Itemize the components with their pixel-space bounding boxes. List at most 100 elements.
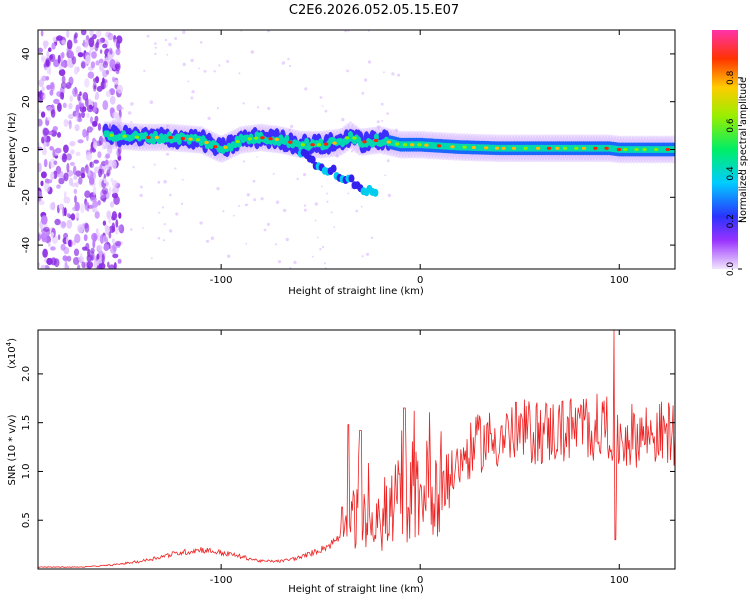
spectrogram-noise-blob <box>42 248 48 258</box>
spectrogram-noise-blob <box>109 58 116 69</box>
spectrogram-noise-blob <box>56 184 61 189</box>
spectrogram-faint-dot <box>335 154 339 158</box>
spectrogram-faint-dot <box>391 72 395 76</box>
ridge-hotspot <box>450 145 455 149</box>
spectrogram-noise-blob <box>69 141 76 147</box>
spectrogram-noise-blob <box>103 177 107 184</box>
spectrogram-noise-blob <box>116 39 120 50</box>
colorbar: 0.0 0.2 0.4 0.6 0.8 Normalized spectral ampl… <box>712 30 749 276</box>
spectrogram-noise-blob <box>38 118 43 127</box>
spectrogram-noise-blob <box>99 58 104 64</box>
spectrogram-faint-dot <box>275 200 280 204</box>
spectrogram-noise-blob <box>92 82 97 92</box>
spectrogram-faint-dot <box>326 192 329 195</box>
spectrogram-faint-dot <box>130 120 133 124</box>
ridge-hotspot <box>574 146 579 150</box>
spectrogram-noise-blob <box>92 120 98 127</box>
spectrogram-faint-dot <box>157 236 161 240</box>
spectrogram-noise-blob <box>53 98 60 104</box>
spectrogram-noise-blob <box>102 43 108 49</box>
spectrogram-noise-blob <box>46 84 51 90</box>
spectrogram-noise-blob <box>114 240 122 247</box>
spectrogram-faint-dot <box>347 192 350 195</box>
spectrogram-faint-dot <box>238 204 240 207</box>
ridge-hotspot <box>260 136 265 140</box>
spectrogram-noise-blob <box>87 265 91 269</box>
spectrogram-noise-blob <box>113 79 120 85</box>
spectrogram-noise-blob <box>61 75 66 84</box>
spectrogram-noise-blob <box>41 147 47 156</box>
ridge-hotspot <box>352 136 357 140</box>
spectrogram-faint-dot <box>162 239 165 242</box>
ridge-hotspot <box>546 146 552 150</box>
spectrogram-faint-dot <box>120 106 124 110</box>
snr-multiplier: (x104) <box>5 338 18 369</box>
spectrogram-noise-blob <box>110 177 114 183</box>
spectrogram-noise-blob <box>108 264 116 269</box>
spectrogram-noise-blob <box>40 111 46 118</box>
ridge-hotspot <box>180 136 186 141</box>
spectrogram-noise-blob <box>95 91 100 100</box>
spectrogram-xlabel: Height of straight line (km) <box>288 286 424 297</box>
spectrogram-noise-blob <box>77 52 84 58</box>
spectrogram-noise-blob <box>101 253 105 264</box>
spectrogram-noise-blob <box>61 154 67 163</box>
spectrogram-faint-dot <box>190 96 194 100</box>
spectrogram-noise-blob <box>77 139 84 144</box>
spectrogram-noise-blob <box>111 187 117 194</box>
spectrogram-noise-blob <box>92 185 97 196</box>
spectrogram-noise-blob <box>38 233 41 242</box>
spectrogram-noise-blob <box>46 116 52 122</box>
spectrogram-noise-blob <box>102 61 108 68</box>
spectrogram-noise-blob <box>108 186 112 195</box>
snr-ytick-label: 1.0 <box>21 463 32 479</box>
spectrogram-faint-dot <box>303 173 307 177</box>
spectrogram-faint-dot <box>376 120 380 124</box>
spectrogram-noise-blob <box>117 145 122 155</box>
spectrogram-faint-dot <box>266 222 271 226</box>
spectrogram-faint-dot <box>314 219 317 222</box>
spectrogram-noise-blob <box>96 30 102 38</box>
spectrogram-noise-blob <box>82 106 87 112</box>
spectrogram-noise-blob <box>38 146 43 151</box>
spectrogram-noise-blob <box>108 166 112 171</box>
spectrogram-faint-dot <box>289 266 292 269</box>
spectrogram-noise-blob <box>78 102 85 108</box>
spectrogram-noise-blob <box>80 203 85 214</box>
ridge-hotspot <box>134 135 140 139</box>
spectrogram-noise-blob <box>89 104 93 110</box>
spectrogram-faint-dot <box>344 30 347 33</box>
spectrogram-noise-blob <box>63 144 69 154</box>
spectrogram-faint-dot <box>314 202 318 206</box>
spectrogram-noise-blob <box>66 30 70 38</box>
spectrogram-faint-dot <box>333 226 336 229</box>
spectrogram-faint-dot <box>226 60 230 63</box>
ridge-hotspot <box>213 145 218 149</box>
spectrogram-faint-dot <box>190 58 194 63</box>
spectrogram-faint-dot <box>140 185 143 189</box>
spectrogram-noise-blob <box>38 162 42 173</box>
snr-ytick-label: 0.5 <box>21 512 32 528</box>
spectrogram-noise-blob <box>97 123 102 131</box>
spectrogram-faint-dot <box>182 62 186 67</box>
spectrogram-faint-dot <box>330 211 333 214</box>
spectrogram-noise-blob <box>68 177 74 186</box>
spectrogram-faint-dot <box>316 236 319 239</box>
spectrogram-faint-dot <box>206 239 210 243</box>
ridge-hotspot <box>288 140 293 144</box>
spectrogram-faint-dot <box>290 124 294 128</box>
spectrogram-noise-blob <box>115 48 121 56</box>
ridge-hotspot <box>555 146 560 150</box>
spectrogram-noise-blob <box>96 253 100 260</box>
spectrogram-noise-blob <box>54 147 62 154</box>
spectrogram-noise-blob <box>89 161 95 169</box>
spectrogram-noise-blob <box>50 246 56 251</box>
ridge-hotspot <box>188 137 193 141</box>
spectrogram-noise-blob <box>105 153 111 159</box>
spectrogram-noise-blob <box>40 30 44 37</box>
spectrogram-noise-blob <box>75 170 82 177</box>
spectrogram-noise-blob <box>41 86 45 92</box>
spectrogram-noise-blob <box>66 255 72 262</box>
ridge-hotspot <box>436 144 442 148</box>
spectrogram-faint-dot <box>161 206 164 209</box>
